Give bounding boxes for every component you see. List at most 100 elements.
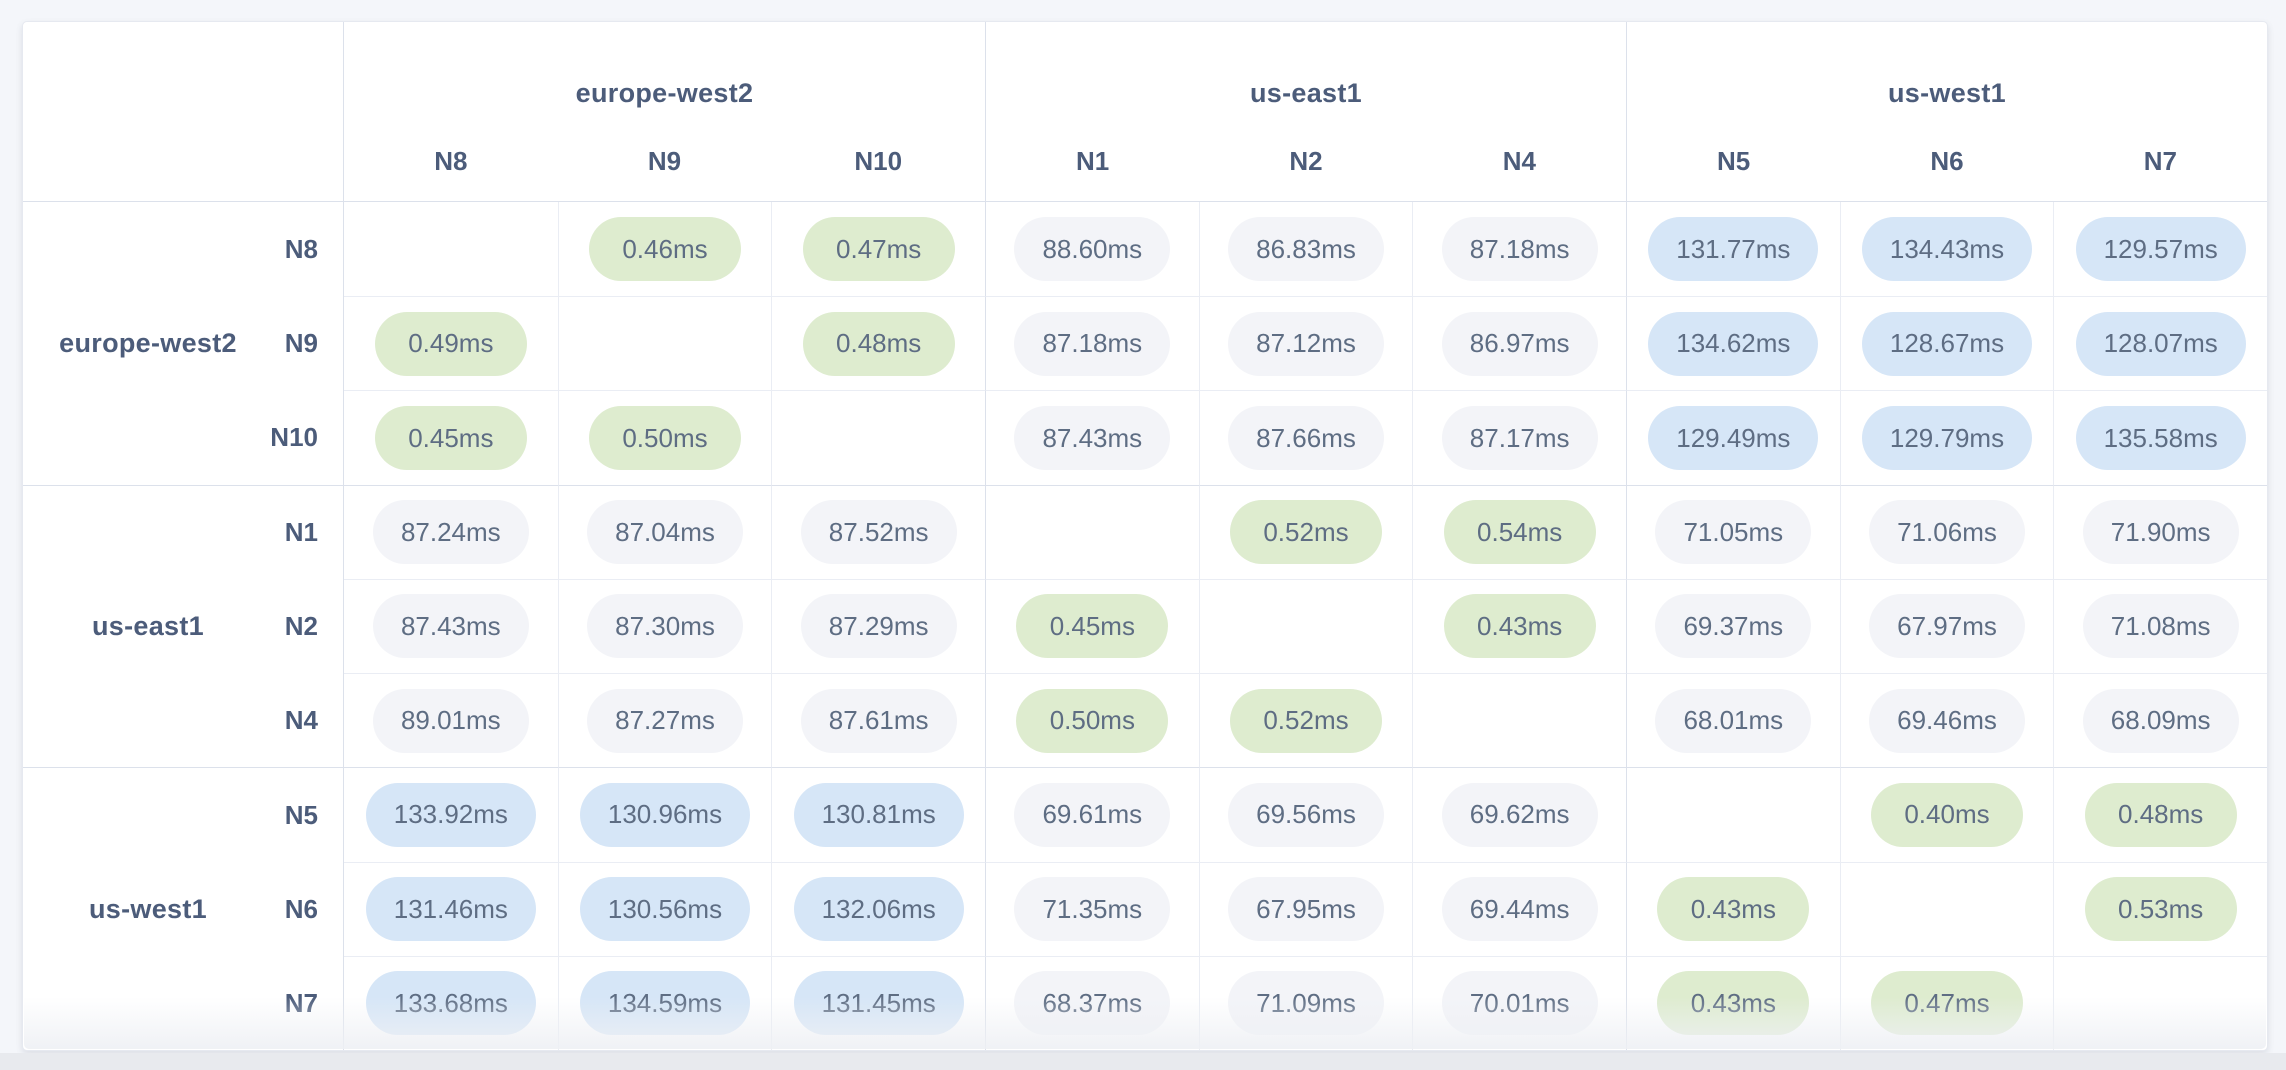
latency-pill[interactable]: 130.81ms [793, 782, 964, 847]
latency-pill[interactable]: 0.47ms [1870, 971, 2023, 1036]
latency-pill[interactable]: 133.92ms [365, 782, 536, 847]
latency-pill[interactable]: 87.61ms [800, 688, 957, 753]
row-group-header-us-east1: us-east1 N1 N2 N4 [23, 484, 344, 768]
row-node-label-N10: N10 [270, 422, 318, 453]
latency-cell-N6-to-N10: 132.06ms [771, 861, 985, 956]
latency-pill[interactable]: 0.43ms [1657, 971, 1810, 1036]
latency-pill[interactable]: 134.59ms [579, 971, 751, 1036]
latency-pill[interactable]: 71.09ms [1228, 971, 1384, 1036]
latency-cell-N4-to-N5: 68.01ms [1626, 673, 1840, 768]
column-node-label-N5: N5 [1717, 146, 1751, 176]
latency-pill[interactable]: 134.62ms [1648, 311, 1819, 376]
latency-cell-N4-to-N4 [1412, 673, 1626, 768]
latency-pill[interactable]: 86.83ms [1228, 217, 1384, 282]
latency-pill[interactable]: 0.53ms [2084, 877, 2237, 942]
latency-pill[interactable]: 128.07ms [2075, 311, 2246, 376]
latency-pill[interactable]: 86.97ms [1441, 311, 1598, 376]
latency-pill[interactable]: 71.90ms [2082, 500, 2239, 565]
latency-pill[interactable]: 0.49ms [374, 311, 527, 376]
latency-pill[interactable]: 0.43ms [1657, 877, 1810, 942]
row-node-labels: N1 N2 N4 [193, 486, 343, 768]
latency-pill[interactable]: 131.77ms [1648, 217, 1819, 282]
latency-pill[interactable]: 87.43ms [372, 594, 529, 659]
column-group-header-europe-west2: europe-west2 N8 N9 N10 [344, 22, 985, 202]
latency-pill[interactable]: 131.46ms [365, 877, 536, 942]
latency-pill[interactable]: 131.45ms [793, 971, 964, 1036]
latency-cell-N1-to-N4: 0.54ms [1412, 484, 1626, 579]
latency-pill[interactable]: 87.29ms [800, 594, 957, 659]
latency-pill[interactable]: 0.48ms [2084, 782, 2237, 847]
latency-pill[interactable]: 0.47ms [802, 217, 955, 282]
latency-cell-N7-to-N10: 131.45ms [771, 955, 985, 1050]
latency-pill[interactable]: 69.37ms [1655, 594, 1812, 659]
latency-pill[interactable]: 134.43ms [1861, 217, 2033, 282]
latency-cell-N1-to-N9: 87.04ms [557, 484, 772, 579]
latency-cell-N7-to-N9: 134.59ms [557, 955, 772, 1050]
latency-pill[interactable]: 87.18ms [1014, 311, 1171, 376]
latency-pill[interactable]: 128.67ms [1861, 311, 2033, 376]
latency-pill[interactable]: 132.06ms [793, 877, 964, 942]
latency-cell-N9-to-N6: 128.67ms [1839, 296, 2054, 391]
latency-pill[interactable]: 87.18ms [1441, 217, 1598, 282]
latency-pill[interactable]: 87.43ms [1014, 406, 1171, 471]
latency-pill[interactable]: 129.57ms [2075, 217, 2246, 282]
latency-pill[interactable]: 0.52ms [1229, 500, 1382, 565]
column-node-labels: N1 N2 N4 [986, 146, 1626, 177]
latency-pill[interactable]: 71.05ms [1655, 500, 1812, 565]
latency-cell-N4-to-N6: 69.46ms [1839, 673, 2054, 768]
network-latency-matrix: europe-west2 N8 N9 N10 us-east1 N1 N2 N4 us-west… [22, 21, 2268, 1051]
latency-pill[interactable]: 87.66ms [1228, 406, 1384, 471]
latency-pill[interactable]: 68.01ms [1655, 688, 1812, 753]
latency-pill[interactable]: 87.04ms [587, 500, 743, 565]
row-node-label-N5: N5 [284, 799, 318, 830]
latency-pill[interactable]: 130.96ms [579, 782, 751, 847]
latency-pill[interactable]: 71.35ms [1014, 877, 1171, 942]
latency-pill[interactable]: 87.17ms [1441, 406, 1598, 471]
latency-pill[interactable]: 68.09ms [2082, 688, 2239, 753]
row-node-label-N7: N7 [284, 987, 318, 1018]
latency-cell-N10-to-N6: 129.79ms [1839, 390, 2054, 485]
latency-pill[interactable]: 69.44ms [1441, 877, 1598, 942]
latency-pill[interactable]: 70.01ms [1441, 971, 1598, 1036]
row-node-label-N6: N6 [284, 893, 318, 924]
latency-pill[interactable]: 87.27ms [587, 688, 743, 753]
latency-pill[interactable]: 0.45ms [1016, 594, 1169, 659]
latency-cell-N4-to-N8: 89.01ms [344, 673, 558, 767]
latency-pill[interactable]: 87.24ms [372, 500, 529, 565]
latency-pill[interactable]: 133.68ms [365, 971, 536, 1036]
latency-pill[interactable]: 71.06ms [1869, 500, 2025, 565]
latency-pill[interactable]: 130.56ms [579, 877, 751, 942]
latency-pill[interactable]: 67.95ms [1228, 877, 1384, 942]
latency-pill[interactable]: 68.37ms [1014, 971, 1171, 1036]
row-group-label: europe-west2 [59, 327, 237, 358]
latency-pill[interactable]: 0.40ms [1870, 782, 2023, 847]
latency-pill[interactable]: 0.50ms [588, 406, 741, 471]
latency-pill[interactable]: 87.12ms [1228, 311, 1384, 376]
latency-pill[interactable]: 88.60ms [1014, 217, 1171, 282]
latency-pill[interactable]: 129.79ms [1861, 406, 2033, 471]
latency-pill[interactable]: 71.08ms [2082, 594, 2239, 659]
row-node-label-N9: N9 [284, 327, 318, 358]
latency-pill[interactable]: 129.49ms [1648, 406, 1819, 471]
latency-pill[interactable]: 135.58ms [2075, 406, 2246, 471]
latency-pill[interactable]: 0.48ms [802, 311, 955, 376]
column-node-label-N1: N1 [1076, 146, 1110, 176]
latency-cell-N7-to-N7 [2053, 955, 2267, 1050]
latency-pill[interactable]: 67.97ms [1869, 594, 2025, 659]
latency-pill[interactable]: 69.46ms [1869, 688, 2025, 753]
latency-pill[interactable]: 0.46ms [588, 217, 741, 282]
latency-pill[interactable]: 69.56ms [1228, 782, 1384, 847]
latency-pill[interactable]: 69.61ms [1014, 782, 1171, 847]
latency-cell-N1-to-N1 [985, 484, 1199, 579]
latency-pill[interactable]: 0.54ms [1443, 500, 1596, 565]
latency-pill[interactable]: 0.52ms [1229, 688, 1382, 753]
latency-cell-N2-to-N10: 87.29ms [771, 578, 985, 674]
latency-cell-N8-to-N8 [344, 202, 558, 296]
latency-pill[interactable]: 0.45ms [374, 406, 527, 471]
latency-pill[interactable]: 0.50ms [1016, 688, 1169, 753]
latency-pill[interactable]: 0.43ms [1443, 594, 1596, 659]
latency-pill[interactable]: 89.01ms [372, 688, 529, 753]
latency-pill[interactable]: 69.62ms [1441, 782, 1598, 847]
latency-pill[interactable]: 87.52ms [800, 500, 957, 565]
latency-pill[interactable]: 87.30ms [587, 594, 743, 659]
